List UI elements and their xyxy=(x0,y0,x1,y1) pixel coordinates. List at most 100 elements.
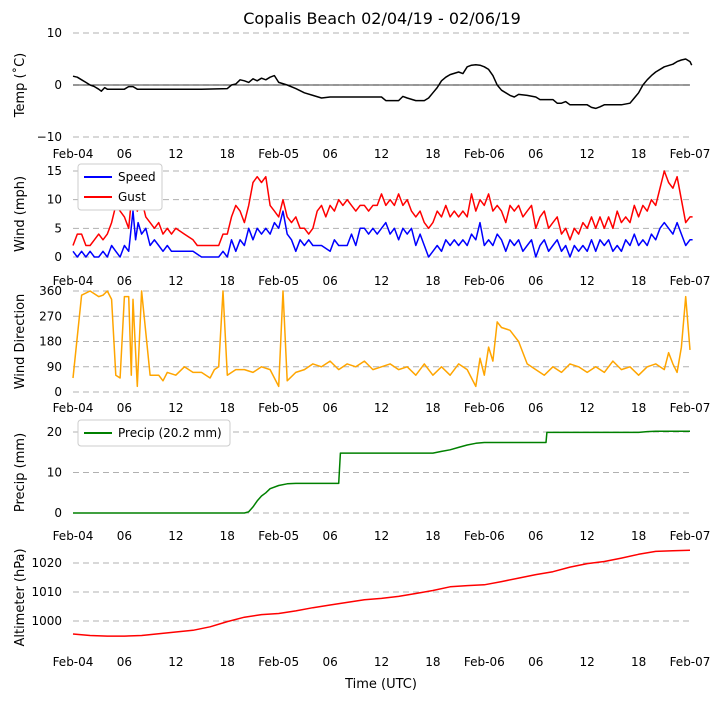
x-tick-label: Feb-05 xyxy=(258,529,299,543)
x-tick-label: 18 xyxy=(425,147,440,161)
x-tick-label: 18 xyxy=(631,147,646,161)
x-tick-label: Feb-05 xyxy=(258,147,299,161)
x-tick-label: 12 xyxy=(374,529,389,543)
y-axis-label: Precip (mm) xyxy=(13,433,28,512)
legend-label: Gust xyxy=(118,190,146,204)
x-tick-label: Feb-07 xyxy=(670,655,711,669)
x-tick-label: 18 xyxy=(425,274,440,288)
x-tick-label: 12 xyxy=(168,147,183,161)
x-tick-label: Feb-04 xyxy=(53,401,94,415)
x-axis-label: Time (UTC) xyxy=(344,677,417,692)
x-tick-label: 06 xyxy=(322,655,337,669)
x-tick-label: Feb-06 xyxy=(464,147,505,161)
x-tick-label: 06 xyxy=(528,147,543,161)
series-line xyxy=(72,58,693,110)
x-tick-label: 12 xyxy=(580,401,595,415)
y-tick-label: 1020 xyxy=(31,556,62,570)
series-line xyxy=(72,549,691,637)
x-tick-label: Feb-05 xyxy=(258,655,299,669)
x-tick-label: Feb-07 xyxy=(670,147,711,161)
x-tick-label: Feb-05 xyxy=(258,274,299,288)
legend-box xyxy=(77,419,231,447)
x-tick-label: 06 xyxy=(117,401,132,415)
legend-label: Speed xyxy=(118,170,156,184)
y-tick-label: 20 xyxy=(47,425,62,439)
x-tick-label: 18 xyxy=(631,401,646,415)
y-tick-label: 180 xyxy=(39,335,62,349)
y-tick-label: 5 xyxy=(54,221,62,235)
x-tick-label: Feb-04 xyxy=(53,655,94,669)
x-tick-label: Feb-05 xyxy=(258,401,299,415)
x-tick-label: Feb-07 xyxy=(670,529,711,543)
y-tick-label: 0 xyxy=(54,250,62,264)
y-tick-label: 1000 xyxy=(31,614,62,628)
x-tick-label: 06 xyxy=(117,274,132,288)
x-tick-label: 18 xyxy=(425,529,440,543)
x-tick-label: 12 xyxy=(580,147,595,161)
x-tick-label: 18 xyxy=(220,274,235,288)
x-tick-label: 06 xyxy=(528,401,543,415)
y-tick-label: 1010 xyxy=(31,585,62,599)
x-tick-label: 06 xyxy=(117,147,132,161)
chart-title: Copalis Beach 02/04/19 - 02/06/19 xyxy=(243,9,521,28)
x-tick-label: 12 xyxy=(168,401,183,415)
y-tick-label: 10 xyxy=(47,193,62,207)
x-tick-label: 06 xyxy=(528,655,543,669)
x-tick-label: 18 xyxy=(425,655,440,669)
x-tick-label: 18 xyxy=(631,529,646,543)
x-tick-label: Feb-06 xyxy=(464,401,505,415)
x-tick-label: 12 xyxy=(168,274,183,288)
x-tick-label: Feb-04 xyxy=(53,147,94,161)
y-tick-label: 0 xyxy=(54,506,62,520)
y-tick-label: 360 xyxy=(39,284,62,298)
y-axis-label: Altimeter (hPa) xyxy=(13,548,28,646)
y-tick-label: 270 xyxy=(39,309,62,323)
x-tick-label: Feb-06 xyxy=(464,655,505,669)
series-line-speed xyxy=(72,210,693,258)
x-tick-label: Feb-04 xyxy=(53,274,94,288)
x-tick-label: 06 xyxy=(322,274,337,288)
x-tick-label: 12 xyxy=(168,655,183,669)
x-tick-label: 18 xyxy=(631,655,646,669)
x-tick-label: 06 xyxy=(322,529,337,543)
y-axis-label: Temp (˚C) xyxy=(12,53,28,119)
y-tick-label: 0 xyxy=(54,385,62,399)
y-tick-label: 15 xyxy=(47,164,62,178)
y-tick-label: 0 xyxy=(54,78,62,92)
x-tick-label: 18 xyxy=(220,529,235,543)
series-line-precip-20-2-mm xyxy=(73,430,690,514)
x-tick-label: Feb-07 xyxy=(670,401,711,415)
x-tick-label: Feb-06 xyxy=(464,529,505,543)
x-tick-label: Feb-06 xyxy=(464,274,505,288)
x-tick-label: 18 xyxy=(425,401,440,415)
series-line-gust xyxy=(72,170,693,247)
x-tick-label: 18 xyxy=(631,274,646,288)
y-tick-label: 10 xyxy=(47,26,62,40)
y-tick-label: −10 xyxy=(37,130,62,144)
x-tick-label: 12 xyxy=(580,529,595,543)
x-tick-label: 12 xyxy=(374,655,389,669)
x-tick-label: 06 xyxy=(322,147,337,161)
x-tick-label: 12 xyxy=(374,147,389,161)
x-tick-label: 06 xyxy=(117,529,132,543)
x-tick-label: 06 xyxy=(528,529,543,543)
x-tick-label: 18 xyxy=(220,401,235,415)
legend-box xyxy=(77,163,163,211)
x-tick-label: 06 xyxy=(528,274,543,288)
x-tick-label: 06 xyxy=(322,401,337,415)
x-tick-label: Feb-04 xyxy=(53,529,94,543)
y-tick-label: 90 xyxy=(47,360,62,374)
x-tick-label: 12 xyxy=(374,274,389,288)
legend-label: Precip (20.2 mm) xyxy=(118,426,222,440)
x-tick-label: 12 xyxy=(374,401,389,415)
series-line xyxy=(72,290,691,388)
x-tick-label: 18 xyxy=(220,147,235,161)
x-tick-label: 06 xyxy=(117,655,132,669)
x-tick-label: 12 xyxy=(580,655,595,669)
x-tick-label: 12 xyxy=(580,274,595,288)
x-tick-label: 18 xyxy=(220,655,235,669)
y-axis-label: Wind (mph) xyxy=(13,176,28,252)
x-tick-label: 12 xyxy=(168,529,183,543)
x-tick-label: Feb-07 xyxy=(670,274,711,288)
